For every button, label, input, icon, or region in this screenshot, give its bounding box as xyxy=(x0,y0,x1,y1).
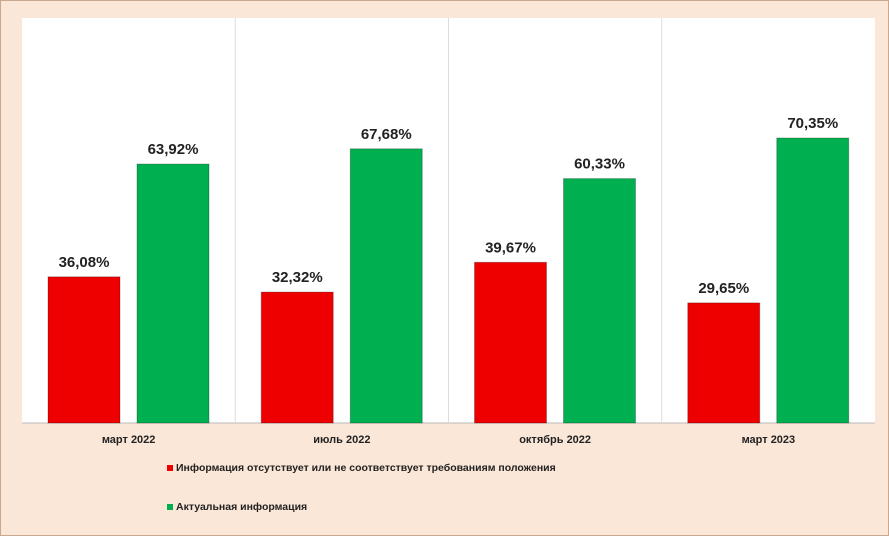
x-tick-label: октябрь 2022 xyxy=(519,434,591,446)
value-label: 29,65% xyxy=(698,280,749,297)
x-tick-label: март 2022 xyxy=(102,434,156,446)
bar xyxy=(47,276,121,424)
value-label: 32,32% xyxy=(272,269,323,286)
x-tick-label: март 2023 xyxy=(742,434,796,446)
value-label: 39,67% xyxy=(485,239,536,256)
bar xyxy=(687,302,761,424)
value-label: 36,08% xyxy=(59,254,110,271)
value-label: 70,35% xyxy=(787,115,838,132)
bar xyxy=(260,291,334,424)
x-tick-label: июль 2022 xyxy=(313,434,370,446)
bar xyxy=(563,178,636,424)
legend-label: Актуальная информация xyxy=(176,501,307,513)
legend-label: Информация отсутствует или не соответств… xyxy=(176,462,556,474)
value-label: 67,68% xyxy=(361,126,412,143)
legend-swatch xyxy=(167,504,173,510)
value-label: 60,33% xyxy=(574,156,625,173)
bar xyxy=(474,261,547,424)
bar xyxy=(776,137,850,424)
legend-swatch xyxy=(167,465,173,471)
bar xyxy=(136,163,210,424)
bar xyxy=(349,148,423,424)
value-label: 63,92% xyxy=(148,141,199,158)
